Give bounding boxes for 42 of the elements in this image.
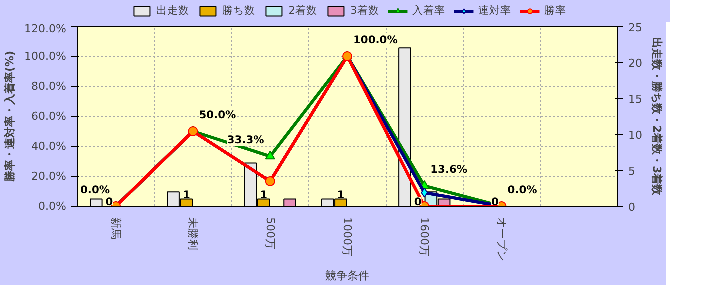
y-tick-label: 120.0%: [24, 22, 67, 36]
y2-tick-label: 5: [628, 165, 636, 178]
data-label: 0.0%: [80, 184, 110, 196]
y2-axis-title: 出走数・勝ち数・2着数・3着数: [650, 37, 664, 197]
y-tick-label: 20.0%: [32, 170, 67, 183]
y2-tick-label: 20: [628, 57, 642, 70]
data-label: 50.0%: [199, 108, 237, 122]
legend-label: 勝ち数: [222, 4, 256, 18]
data-label: 1: [260, 188, 268, 202]
x-tick-label: オープン: [495, 218, 508, 262]
data-label: 1: [337, 188, 345, 202]
y-tick-label: 0.0%: [38, 200, 67, 213]
data-label: 33.3%: [227, 134, 265, 147]
y2-tick-label: 10: [628, 129, 642, 142]
y-tick-label: 40.0%: [32, 140, 67, 153]
legend-label: 2着数: [288, 4, 318, 18]
legend-label: 3着数: [350, 4, 380, 18]
legend-label: 出走数: [156, 4, 190, 18]
y-tick-label: 80.0%: [32, 80, 67, 93]
y2-tick-label: 25: [628, 22, 642, 34]
x-tick-label: 1600万: [418, 218, 432, 256]
data-label: 0.0%: [508, 184, 538, 196]
x-axis-title: 競争条件: [326, 270, 370, 282]
point: [265, 150, 276, 160]
y-axis-title: 勝率・連対率・入着率(%): [4, 50, 17, 184]
data-label: 100.0%: [354, 34, 398, 46]
legend-label: 勝率: [544, 4, 566, 18]
legend-label: 連対率: [478, 4, 512, 18]
y-tick-label: 100.0%: [24, 50, 67, 63]
data-label: 0: [414, 196, 422, 208]
x-tick-label: 新馬: [110, 218, 123, 240]
data-label: 0: [492, 196, 499, 208]
y2-tick-label: 0: [628, 201, 636, 214]
x-tick-label: 未勝利: [186, 218, 200, 250]
data-label: 13.6%: [430, 163, 468, 176]
data-label: 1: [182, 188, 190, 202]
data-label: 0: [106, 196, 114, 208]
y-tick-label: 60.0%: [32, 110, 67, 123]
y2-tick-label: 15: [628, 93, 642, 106]
legend-label: 入着率: [412, 4, 446, 18]
x-tick-label: 1000万: [341, 218, 354, 256]
x-tick-label: 500万: [264, 218, 277, 250]
